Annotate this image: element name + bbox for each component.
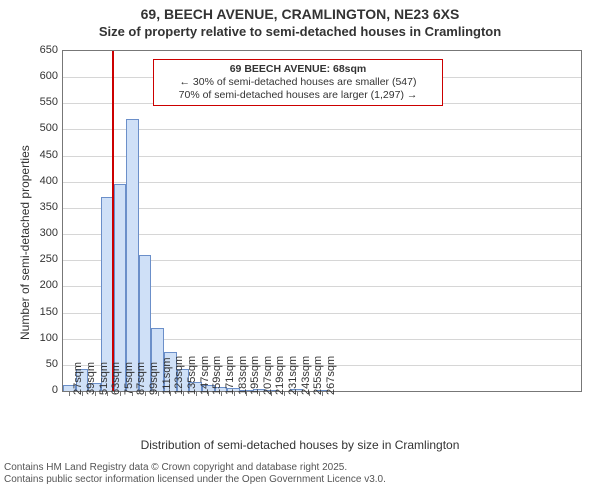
histogram-bar bbox=[114, 184, 127, 391]
annotation-box: 69 BEECH AVENUE: 68sqm ← 30% of semi-det… bbox=[153, 59, 443, 106]
x-tick-label: 243sqm bbox=[300, 356, 312, 395]
attribution: Contains HM Land Registry data © Crown c… bbox=[4, 462, 386, 485]
annotation-line-2: 70% of semi-detached houses are larger (… bbox=[160, 89, 436, 102]
gridline bbox=[63, 208, 581, 209]
y-tick-label: 550 bbox=[0, 96, 58, 108]
annotation-title: 69 BEECH AVENUE: 68sqm bbox=[160, 63, 436, 76]
x-tick-label: 171sqm bbox=[224, 356, 236, 395]
x-tick-label: 207sqm bbox=[262, 356, 274, 395]
histogram-bar bbox=[126, 119, 139, 391]
attribution-line-1: Contains HM Land Registry data © Crown c… bbox=[4, 462, 347, 473]
x-tick-label: 183sqm bbox=[237, 356, 249, 395]
y-tick-label: 300 bbox=[0, 227, 58, 239]
annotation-line-1: ← 30% of semi-detached houses are smalle… bbox=[160, 76, 436, 89]
x-tick-label: 219sqm bbox=[274, 356, 286, 395]
y-tick-label: 150 bbox=[0, 306, 58, 318]
y-tick-label: 200 bbox=[0, 279, 58, 291]
y-tick-label: 100 bbox=[0, 332, 58, 344]
x-tick-label: 195sqm bbox=[249, 356, 261, 395]
y-tick-label: 400 bbox=[0, 175, 58, 187]
x-tick-label: 99sqm bbox=[148, 362, 160, 395]
x-tick-label: 63sqm bbox=[110, 362, 122, 395]
x-tick-label: 123sqm bbox=[173, 356, 185, 395]
y-tick-label: 450 bbox=[0, 149, 58, 161]
y-tick-label: 50 bbox=[0, 358, 58, 370]
x-tick-label: 231sqm bbox=[287, 356, 299, 395]
gridline bbox=[63, 156, 581, 157]
x-tick-label: 147sqm bbox=[199, 356, 211, 395]
y-tick-label: 600 bbox=[0, 70, 58, 82]
x-tick-label: 87sqm bbox=[135, 362, 147, 395]
y-ticks-area: 050100150200250300350400450500550600650 bbox=[0, 50, 62, 390]
y-tick-label: 350 bbox=[0, 201, 58, 213]
x-tick-label: 159sqm bbox=[211, 356, 223, 395]
x-tick-label: 51sqm bbox=[98, 362, 110, 395]
plot-area: 69 BEECH AVENUE: 68sqm ← 30% of semi-det… bbox=[62, 50, 582, 392]
y-tick-label: 500 bbox=[0, 122, 58, 134]
gridline bbox=[63, 234, 581, 235]
x-tick-label: 135sqm bbox=[186, 356, 198, 395]
x-tick-label: 255sqm bbox=[312, 356, 324, 395]
y-tick-label: 650 bbox=[0, 44, 58, 56]
x-tick-label: 39sqm bbox=[85, 362, 97, 395]
gridline bbox=[63, 129, 581, 130]
x-tick-label: 27sqm bbox=[72, 362, 84, 395]
gridline bbox=[63, 182, 581, 183]
x-tick-label: 75sqm bbox=[123, 362, 135, 395]
y-tick-label: 0 bbox=[0, 384, 58, 396]
y-tick-label: 250 bbox=[0, 253, 58, 265]
x-axis-label: Distribution of semi-detached houses by … bbox=[0, 438, 600, 452]
chart-subtitle: Size of property relative to semi-detach… bbox=[0, 24, 600, 39]
x-tick-label: 111sqm bbox=[161, 357, 173, 395]
chart-container: 69, BEECH AVENUE, CRAMLINGTON, NE23 6XS … bbox=[0, 0, 600, 500]
attribution-line-2: Contains public sector information licen… bbox=[4, 474, 386, 485]
chart-title: 69, BEECH AVENUE, CRAMLINGTON, NE23 6XS bbox=[0, 6, 600, 22]
property-marker-line bbox=[112, 51, 114, 391]
x-tick-label: 267sqm bbox=[325, 356, 337, 395]
